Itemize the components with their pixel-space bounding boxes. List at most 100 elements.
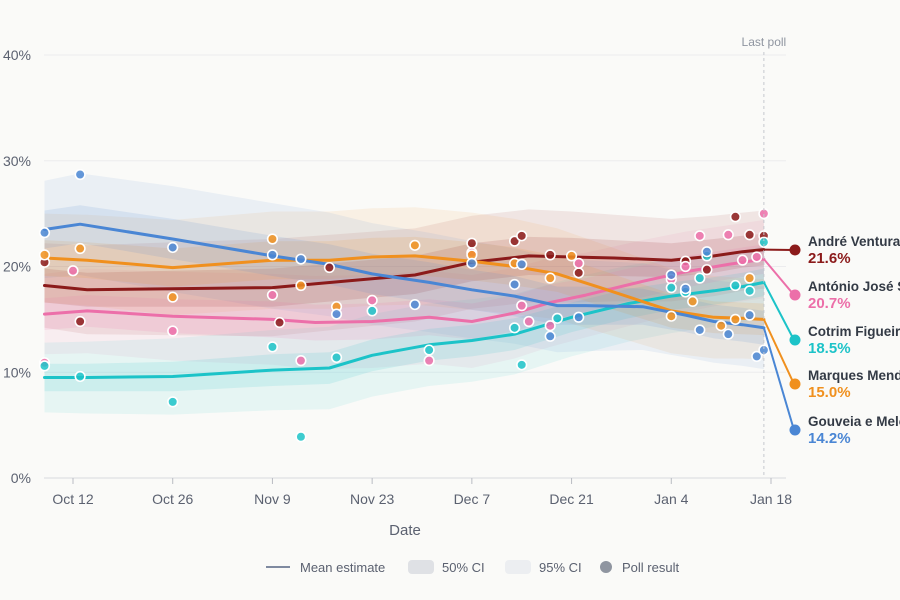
y-tick-label: 20% [3,259,31,275]
end-connector [762,318,795,385]
poll-dot [74,168,86,181]
mean-line [43,280,766,379]
x-tick-label: Jan 18 [750,491,792,507]
poll-dot [423,344,435,356]
poll-dot [694,272,706,284]
poll-dot [729,313,741,325]
poll-dot [523,315,535,328]
legend-label: Mean estimate [300,560,385,575]
poll-dot [295,355,307,367]
poll-dot [751,350,763,362]
poll-dot [665,310,677,322]
poll-dot [701,264,713,276]
ci50-band [44,236,764,336]
poll-dot [167,396,179,408]
x-tick-label: Dec 21 [549,491,594,507]
poll-dot [665,269,677,281]
candidate-value: 20.7% [808,295,851,312]
poll-dot [38,249,51,261]
ci50-band [44,268,764,392]
ci95-band [44,173,764,370]
candidate-name: Marques Mendes [808,368,900,383]
end-connector [763,258,795,296]
candidate-value: 14.2% [808,430,851,447]
poll-dot [423,355,435,367]
poll-dot [551,312,563,324]
last-poll-label: Last poll [742,35,787,49]
ci95-band [44,209,764,337]
legend-label: Poll result [622,560,679,575]
poll-dot [74,242,86,255]
x-tick-label: Nov 9 [254,491,291,507]
poll-dot [295,253,307,265]
poll-dot [366,305,378,317]
poll-dot [729,279,741,292]
poll-dot [751,251,763,263]
poll-dot [167,241,179,254]
y-tick-label: 0% [11,470,31,486]
last-poll-marker: Last poll [742,35,787,478]
poll-dot [266,233,279,245]
poll-dot [694,230,706,242]
poll-dot [573,311,585,323]
poll-dot [295,431,307,443]
y-axis-ticks: 0% 10% 20% 30% 40% [3,47,31,486]
poll-dot [744,229,756,241]
poll-dot [266,341,279,353]
poll-dot [67,265,79,277]
x-tick-label: Nov 23 [350,491,395,507]
poll-dot [323,261,336,274]
poll-dot [38,360,51,372]
poll-dot [330,308,343,320]
candidate-name: Gouveia e Melo [808,414,900,429]
poll-dot [266,249,279,261]
legend-swatch-ci95 [505,560,531,574]
poll-dot [736,254,749,266]
y-tick-label: 30% [3,153,31,169]
poll-dot [508,322,521,334]
x-tick-label: Oct 26 [152,491,193,507]
poll-dot [744,285,756,297]
y-tick-label: 10% [3,364,31,380]
poll-dot [366,294,378,306]
end-dot [789,289,801,301]
poll-dot [544,330,556,342]
ci95-band [44,207,764,360]
candidate-name: António José Seguro [808,279,900,294]
poll-dot [573,257,585,269]
poll-dot [679,283,692,295]
candidate-name: Cotrim Figueiredo [808,324,900,339]
legend-swatch-poll [600,561,612,573]
x-tick-label: Dec 7 [454,491,491,507]
poll-dot [409,298,421,311]
poll-dot [38,227,51,239]
end-connectors [762,248,795,431]
poll-dot [74,315,86,328]
x-tick-label: Oct 12 [52,491,93,507]
end-connector [762,281,795,341]
poll-dot [729,211,741,223]
poll-dot [295,279,307,292]
end-dot [789,334,801,346]
poll-dot [516,300,528,312]
y-tick-label: 40% [3,47,31,63]
poll-dot [544,272,556,284]
poll-dot [679,260,692,273]
poll-dot [715,320,727,332]
poll-dot [266,289,279,301]
poll-dot [722,328,734,340]
mean-line [43,222,766,330]
poll-dot [565,250,578,262]
legend: Mean estimate 50% CI 95% CI Poll result [266,560,679,575]
poll-dot [409,239,421,251]
end-dot [789,424,801,436]
poll-dot [167,291,179,303]
x-axis-title: Date [389,522,421,539]
poll-dot [722,229,734,241]
end-connector [762,327,795,431]
poll-dot [466,237,478,249]
poll-dot [330,351,343,364]
end-dot [789,378,801,390]
poll-dot [687,295,699,307]
